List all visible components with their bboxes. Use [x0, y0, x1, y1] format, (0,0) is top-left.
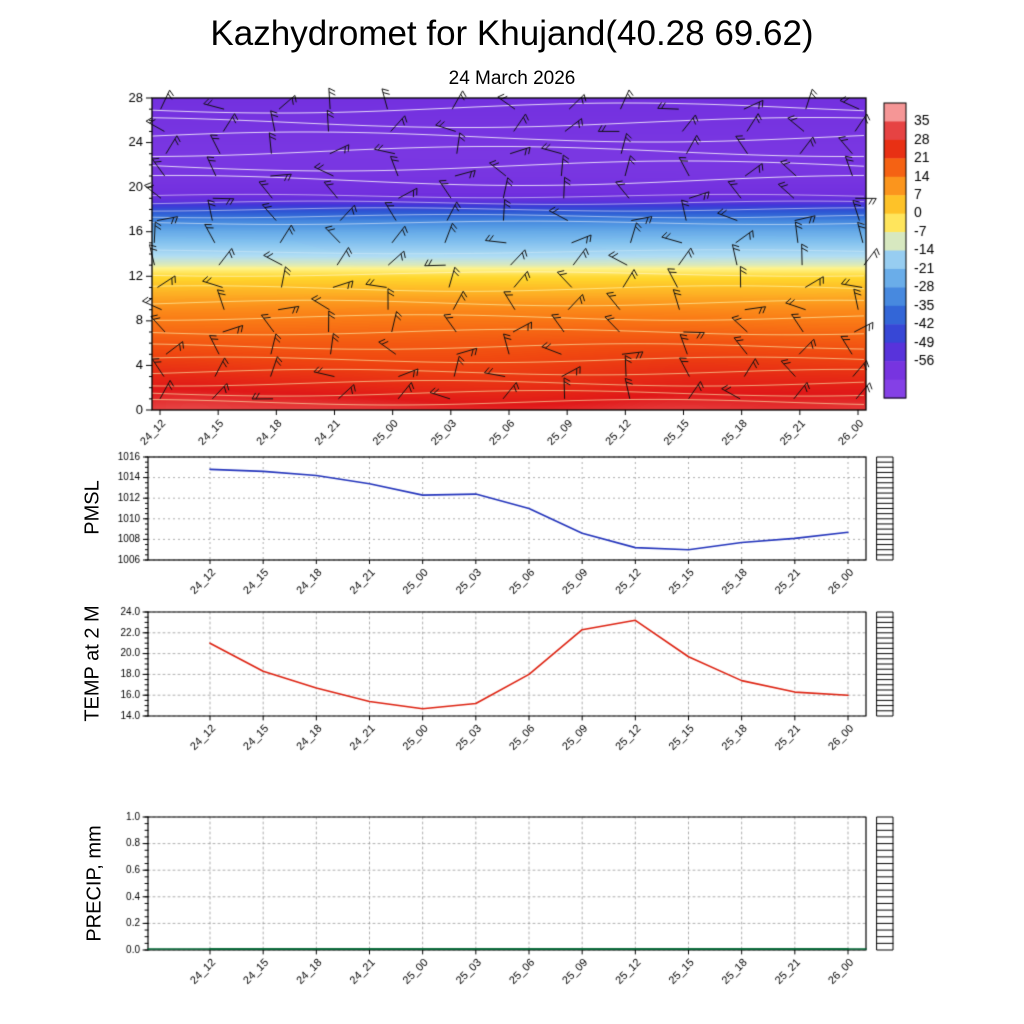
- precip-axis-label: PRECIP, mm: [83, 825, 106, 942]
- date-subtitle: 24 March 2026: [448, 68, 576, 89]
- temp-axis-label: TEMP at 2 M: [81, 605, 104, 722]
- page-title: Kazhydromet for Khujand(40.28 69.62): [210, 14, 814, 53]
